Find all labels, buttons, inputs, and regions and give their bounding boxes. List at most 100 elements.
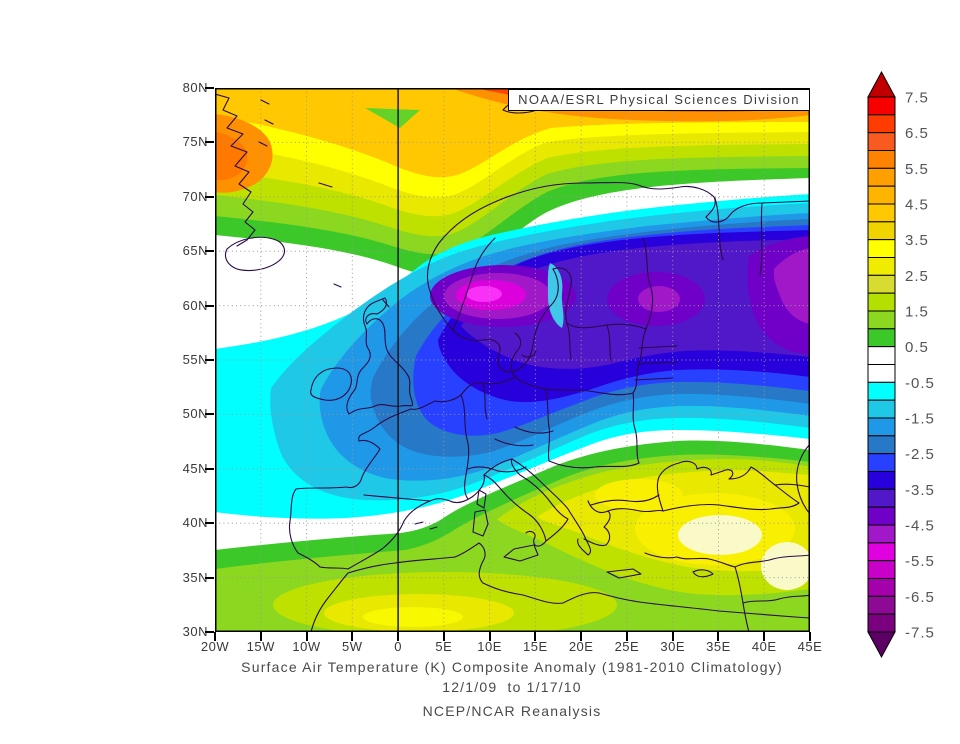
lon-label: 15E — [523, 639, 548, 654]
lon-tick — [351, 632, 354, 641]
colorbar-label: 5.5 — [905, 161, 929, 178]
lat-label: 40N — [182, 515, 208, 531]
colorbar-label: -7.5 — [905, 624, 935, 641]
lat-label: 50N — [182, 406, 208, 422]
coastlines — [215, 93, 810, 632]
lat-tick — [205, 413, 214, 416]
lat-tick — [205, 576, 214, 579]
lon-tick — [717, 632, 720, 641]
colorbar-cell — [867, 613, 896, 633]
colorbar-cell — [867, 577, 896, 597]
iceland-landmass — [224, 236, 285, 272]
map-title-box: NOAA/ESRL Physical Sciences Division — [508, 89, 810, 111]
colorbar-cell — [867, 149, 896, 169]
lon-label: 15W — [246, 639, 275, 654]
map-border — [215, 88, 810, 632]
colorbar-label: 2.5 — [905, 268, 929, 285]
colorbar-cell — [867, 185, 896, 205]
lat-tick — [205, 304, 214, 307]
colorbar-label: -5.5 — [905, 553, 935, 570]
lat-label: 80N — [182, 80, 208, 95]
warm-region-south — [215, 440, 810, 632]
colorbar-cell — [867, 310, 896, 330]
colorbar-label: 6.5 — [905, 125, 929, 142]
lat-tick — [205, 195, 214, 198]
lon-tick — [671, 632, 674, 641]
colorbar-cell — [867, 435, 896, 455]
caption-title: Surface Air Temperature (K) Composite An… — [241, 659, 783, 675]
colorbar-cell — [867, 560, 896, 579]
colorbar-cell — [867, 256, 896, 276]
colorbar-cell — [867, 363, 896, 383]
lat-label: 70N — [182, 188, 208, 204]
colorbar-cell — [867, 470, 896, 490]
colorbar-cell — [867, 114, 896, 134]
colorbar-label: -2.5 — [905, 446, 935, 463]
colorbar-cell — [867, 328, 896, 348]
lon-label: 10E — [477, 639, 502, 654]
colorbar-cell — [867, 132, 896, 151]
colorbar-cell — [867, 524, 896, 544]
map-area — [215, 88, 810, 632]
lon-label: 0 — [394, 639, 402, 654]
colorbar-cell — [867, 274, 896, 294]
lon-label: 35E — [706, 639, 731, 654]
lat-label: 65N — [182, 243, 208, 259]
colorbar-label: -1.5 — [905, 410, 935, 427]
lon-label: 5E — [435, 639, 453, 654]
gridlines — [215, 88, 810, 632]
colorbar-label: -3.5 — [905, 482, 935, 499]
lon-label: 40E — [751, 639, 777, 654]
lon-label: 20E — [568, 639, 594, 654]
colorbar-cell — [867, 399, 896, 419]
colorbar-cell — [867, 417, 896, 437]
colorbar-label: -4.5 — [905, 517, 935, 534]
colorbar-cell — [867, 542, 896, 562]
colorbar-cell — [867, 595, 896, 615]
colorbar-cell — [867, 167, 896, 187]
colorbar-cell — [867, 96, 896, 116]
colorbar-label: -0.5 — [905, 375, 935, 392]
lon-tick — [442, 632, 445, 641]
colorbar-cell — [867, 292, 896, 312]
lon-label: 30E — [660, 639, 685, 654]
lat-label: 30N — [182, 624, 208, 639]
lat-tick — [205, 87, 214, 89]
colorbar-label: 3.5 — [905, 232, 929, 249]
colorbar-cell — [867, 506, 896, 526]
lat-label: 60N — [182, 297, 208, 313]
caption-period: 12/1/09 to 1/17/10 — [442, 679, 582, 695]
colorbar-cell — [867, 346, 896, 365]
lon-tick — [625, 632, 628, 641]
lat-tick — [205, 631, 214, 633]
lat-tick — [205, 359, 214, 361]
colorbar-arrow-up — [867, 70, 896, 98]
lat-label: 55N — [182, 352, 208, 367]
colorbar-cell — [867, 488, 896, 508]
lat-label: 75N — [182, 134, 208, 150]
colorbar-label: 7.5 — [905, 90, 929, 107]
lon-label: 5W — [342, 639, 363, 654]
colorbar-cell — [867, 221, 896, 241]
colorbar-svg: 7.5 6.5 5.5 4.5 3.5 2.5 1.5 0.5 -0.5 -1.5 -2.5 -3.5… — [867, 70, 935, 659]
lon-label: 10W — [292, 639, 321, 654]
lon-label: 45E — [797, 639, 823, 654]
colorbar-cell — [867, 453, 896, 472]
lon-tick — [259, 632, 262, 641]
colorbar-arrow-down — [867, 631, 896, 659]
lat-tick — [205, 522, 214, 525]
anomaly-map-svg — [215, 88, 810, 632]
colorbar-label: 4.5 — [905, 196, 929, 213]
lon-tick — [214, 632, 216, 641]
colorbar-label: 0.5 — [905, 339, 929, 356]
lon-label: 25E — [614, 639, 640, 654]
colorbar-cell — [867, 381, 896, 401]
lon-tick — [397, 632, 400, 641]
lon-tick — [763, 632, 766, 641]
lat-tick — [205, 250, 214, 253]
colorbar-label: -6.5 — [905, 589, 935, 606]
colorbar-label: 1.5 — [905, 303, 929, 320]
colorbar-cell — [867, 203, 896, 223]
lat-label: 45N — [182, 460, 208, 476]
